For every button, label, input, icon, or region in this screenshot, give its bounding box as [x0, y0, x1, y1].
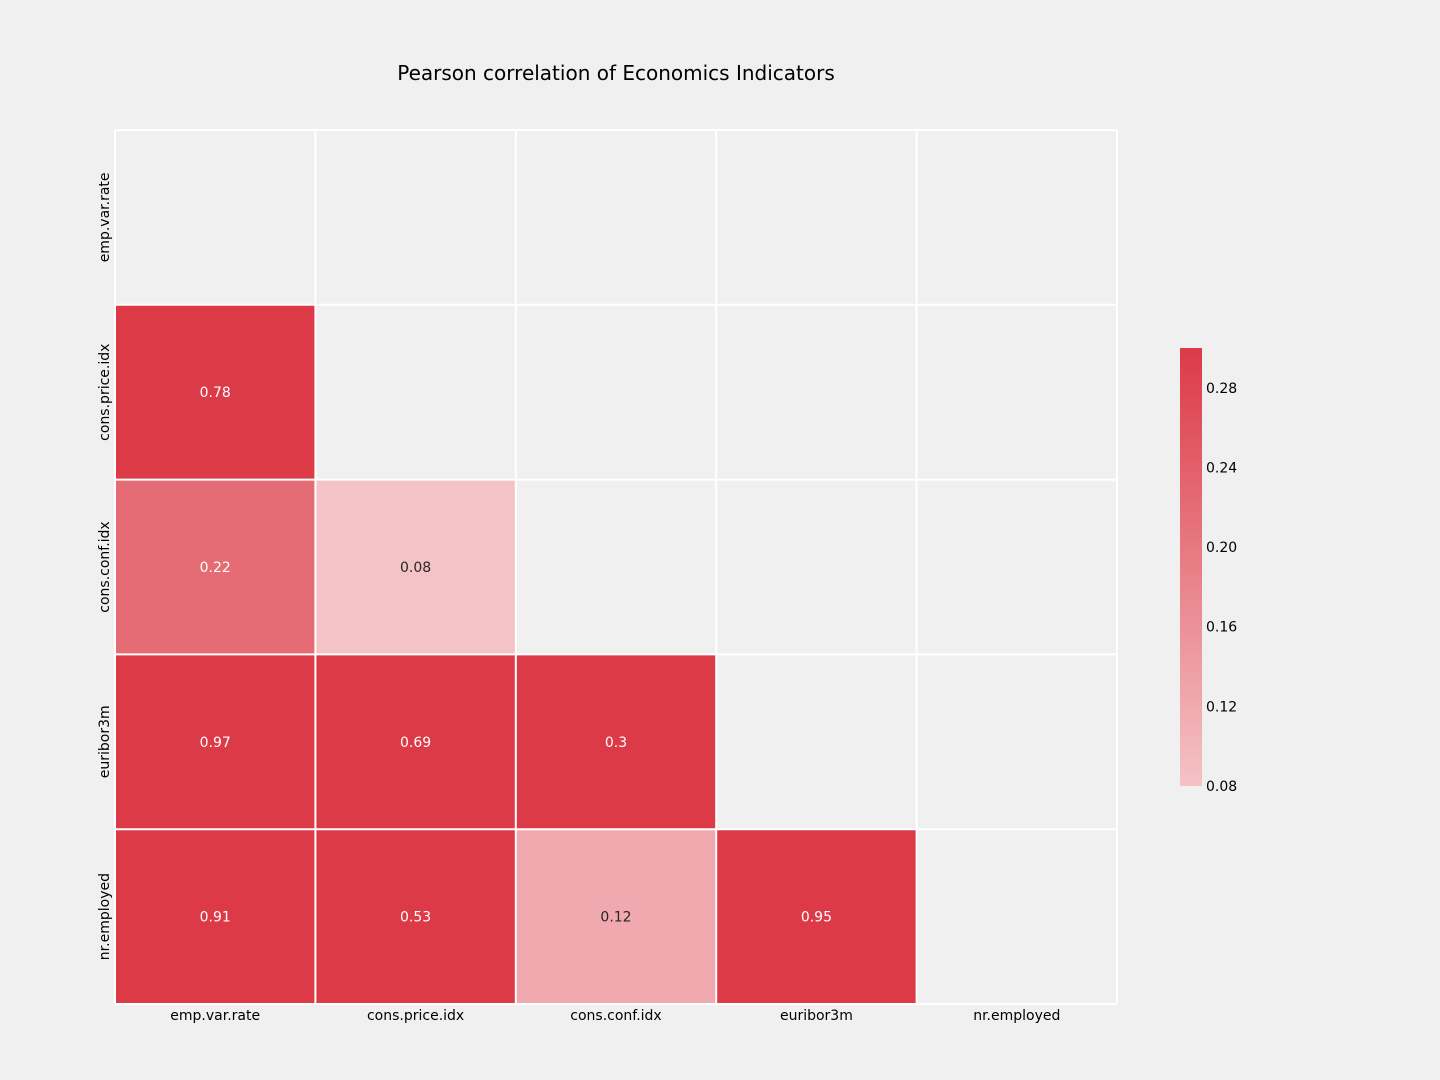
heatmap-cell-labels: 0.78 0.22 0.08 0.97 0.69 0.3 0.91 0.53 0.12 0.95 [200, 385, 832, 925]
colorbar-tick-labels: 0.08 0.12 0.16 0.20 0.24 0.28 [1206, 381, 1237, 795]
heatmap-cell-cons.price.idx-emp.var.rate [115, 304, 316, 480]
heatmap-cell-label: 0.53 [400, 910, 431, 926]
y-tick-label: cons.price.idx [97, 344, 113, 441]
heatmap-cell-cons.conf.idx-emp.var.rate [115, 479, 316, 655]
y-axis-tick-labels: emp.var.rate cons.price.idx cons.conf.idx e… [97, 172, 113, 960]
colorbar-tick-label: 0.12 [1206, 699, 1237, 715]
heatmap-cell-euribor3m-cons.price.idx [315, 654, 516, 830]
heatmap-cell-cons.conf.idx-cons.price.idx [315, 479, 516, 655]
x-tick-label: euribor3m [780, 1008, 853, 1024]
colorbar-tick-label: 0.28 [1206, 381, 1237, 397]
heatmap-cells [115, 304, 917, 1004]
heatmap-cell-euribor3m-cons.conf.idx [515, 654, 717, 830]
colorbar-tick-label: 0.16 [1206, 620, 1237, 636]
heatmap-cell-label: 0.78 [200, 385, 231, 401]
x-tick-label: emp.var.rate [170, 1008, 260, 1024]
y-tick-label: emp.var.rate [97, 172, 113, 262]
heatmap-cell-label: 0.97 [200, 735, 231, 751]
x-axis-tick-labels: emp.var.rate cons.price.idx cons.conf.idx e… [170, 1008, 1060, 1024]
y-tick-label: euribor3m [97, 705, 113, 778]
heatmap-cell-label: 0.3 [605, 735, 627, 751]
heatmap-gridlines [114, 129, 1118, 1005]
heatmap-cell-label: 0.22 [200, 560, 231, 576]
x-tick-label: cons.price.idx [367, 1008, 464, 1024]
colorbar-tick-label: 0.08 [1206, 779, 1237, 795]
heatmap-cell-label: 0.12 [600, 910, 631, 926]
colorbar-tick-label: 0.20 [1206, 540, 1237, 556]
y-tick-label: cons.conf.idx [97, 521, 113, 612]
heatmap-cell-label: 0.95 [801, 910, 832, 926]
colorbar-gradient [1180, 348, 1202, 786]
heatmap-cell-euribor3m-emp.var.rate [115, 654, 316, 830]
heatmap-cell-label: 0.69 [400, 735, 431, 751]
heatmap-cell-nr.employed-cons.price.idx [315, 829, 516, 1004]
y-tick-label: nr.employed [97, 873, 113, 960]
heatmap-cell-nr.employed-euribor3m [716, 829, 917, 1004]
chart-title: Pearson correlation of Economics Indicat… [397, 61, 835, 85]
colorbar-tick-label: 0.24 [1206, 460, 1237, 476]
x-tick-label: nr.employed [973, 1008, 1060, 1024]
heatmap-cell-label: 0.08 [400, 560, 431, 576]
x-tick-label: cons.conf.idx [570, 1008, 661, 1024]
colorbar: 0.08 0.12 0.16 0.20 0.24 0.28 [1180, 348, 1237, 795]
heatmap-cell-label: 0.91 [200, 910, 231, 926]
heatmap-cell-nr.employed-emp.var.rate [115, 829, 316, 1004]
heatmap-cell-nr.employed-cons.conf.idx [515, 829, 717, 1004]
heatmap-plot-area: 0.78 0.22 0.08 0.97 0.69 0.3 0.91 0.53 0.12 0.95 [114, 129, 1118, 1005]
